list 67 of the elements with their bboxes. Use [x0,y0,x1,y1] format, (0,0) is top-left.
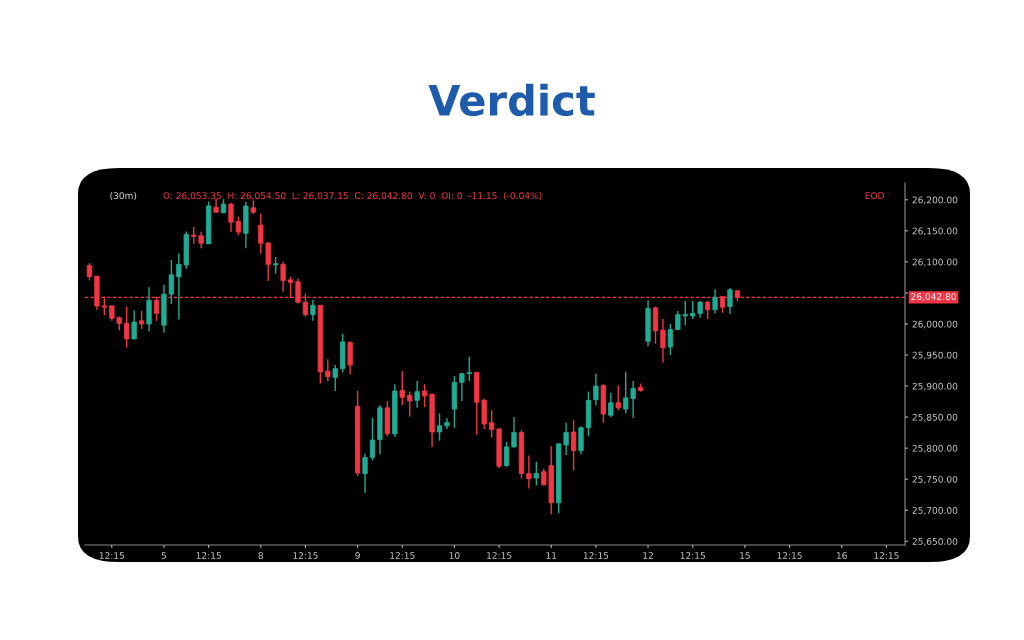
x-tick-label: 12:15 [390,552,415,559]
candlestick [570,419,577,472]
candlestick [436,412,443,442]
x-tick-label: 12:15 [874,552,899,559]
x-tick-label: 12:15 [680,552,705,559]
candlestick [138,310,145,330]
annotation: EOD [865,192,884,200]
candlestick [652,305,659,345]
candlestick [667,323,674,356]
x-tick-label: 12:15 [293,552,318,559]
candlestick [407,390,413,418]
candlestick [146,286,152,333]
y-tick-label: 25,950.00 [912,351,958,360]
chart-title: Verdict [428,83,595,117]
candlestick [347,340,353,375]
x-tick-label: 12:15 [487,552,512,559]
ref-line-label: 26,042.80 [911,293,956,301]
y-tick-label: 25,850.00 [912,413,958,422]
y-tick-label: 25,650.00 [912,538,958,546]
x-tick-label: 15 [740,552,750,559]
candlestick [712,288,718,315]
x-tick-label: 12:15 [196,552,221,559]
candlestick [369,417,376,462]
candlestick [168,259,175,305]
x-tick-label: 5 [161,552,167,559]
y-tick-label: 25,750.00 [912,475,958,484]
candlestick [325,358,331,382]
y-tick-label: 26,100.00 [912,258,958,267]
candlestick [131,309,137,341]
candlestick [228,202,234,233]
y-tick-label: 25,900.00 [912,382,958,391]
y-tick-label: 26,200.00 [912,196,958,205]
x-tick-label: 12:15 [583,552,609,559]
annotation: (30m) [110,192,137,201]
candlestick [444,417,450,430]
candlestick [235,215,242,236]
candlestick [615,384,621,411]
candlestick [503,441,510,468]
y-tick-label: 25,700.00 [912,506,958,515]
candlestick [608,392,614,418]
candlestick [511,416,517,449]
y-tick-label: 25,800.00 [912,444,958,453]
x-tick-label: 9 [355,552,360,559]
candlestick [124,305,130,349]
x-tick-label: 8 [258,552,264,559]
y-tick-label: 26,000.00 [912,320,958,329]
x-tick-label: 16 [836,552,847,559]
x-tick-label: 12:15 [99,552,125,559]
y-tick-label: 26,150.00 [912,227,958,236]
candlestick [578,425,584,456]
candlestick [310,299,316,322]
candlestick [362,453,368,494]
candlestick [533,461,539,487]
candlestick [399,370,405,406]
candlestick [332,364,338,392]
candlestick [593,372,599,406]
x-tick-label: 12 [643,552,653,559]
candlestick [704,300,711,320]
candlestick [280,261,286,293]
x-tick-label: 12:15 [777,552,802,559]
candlestick [660,318,666,364]
candlestick [727,287,733,315]
x-tick-label: 10 [449,552,460,559]
x-tick-label: 11 [546,552,557,559]
candlestick [526,454,532,490]
annotation: O: 26,053.35 H: 26,054.50 L: 26,037.15 C: 26,042.80 V: 0 OI: 0 -11.15 (-0.04%) [163,192,542,201]
candlestick [414,380,420,409]
